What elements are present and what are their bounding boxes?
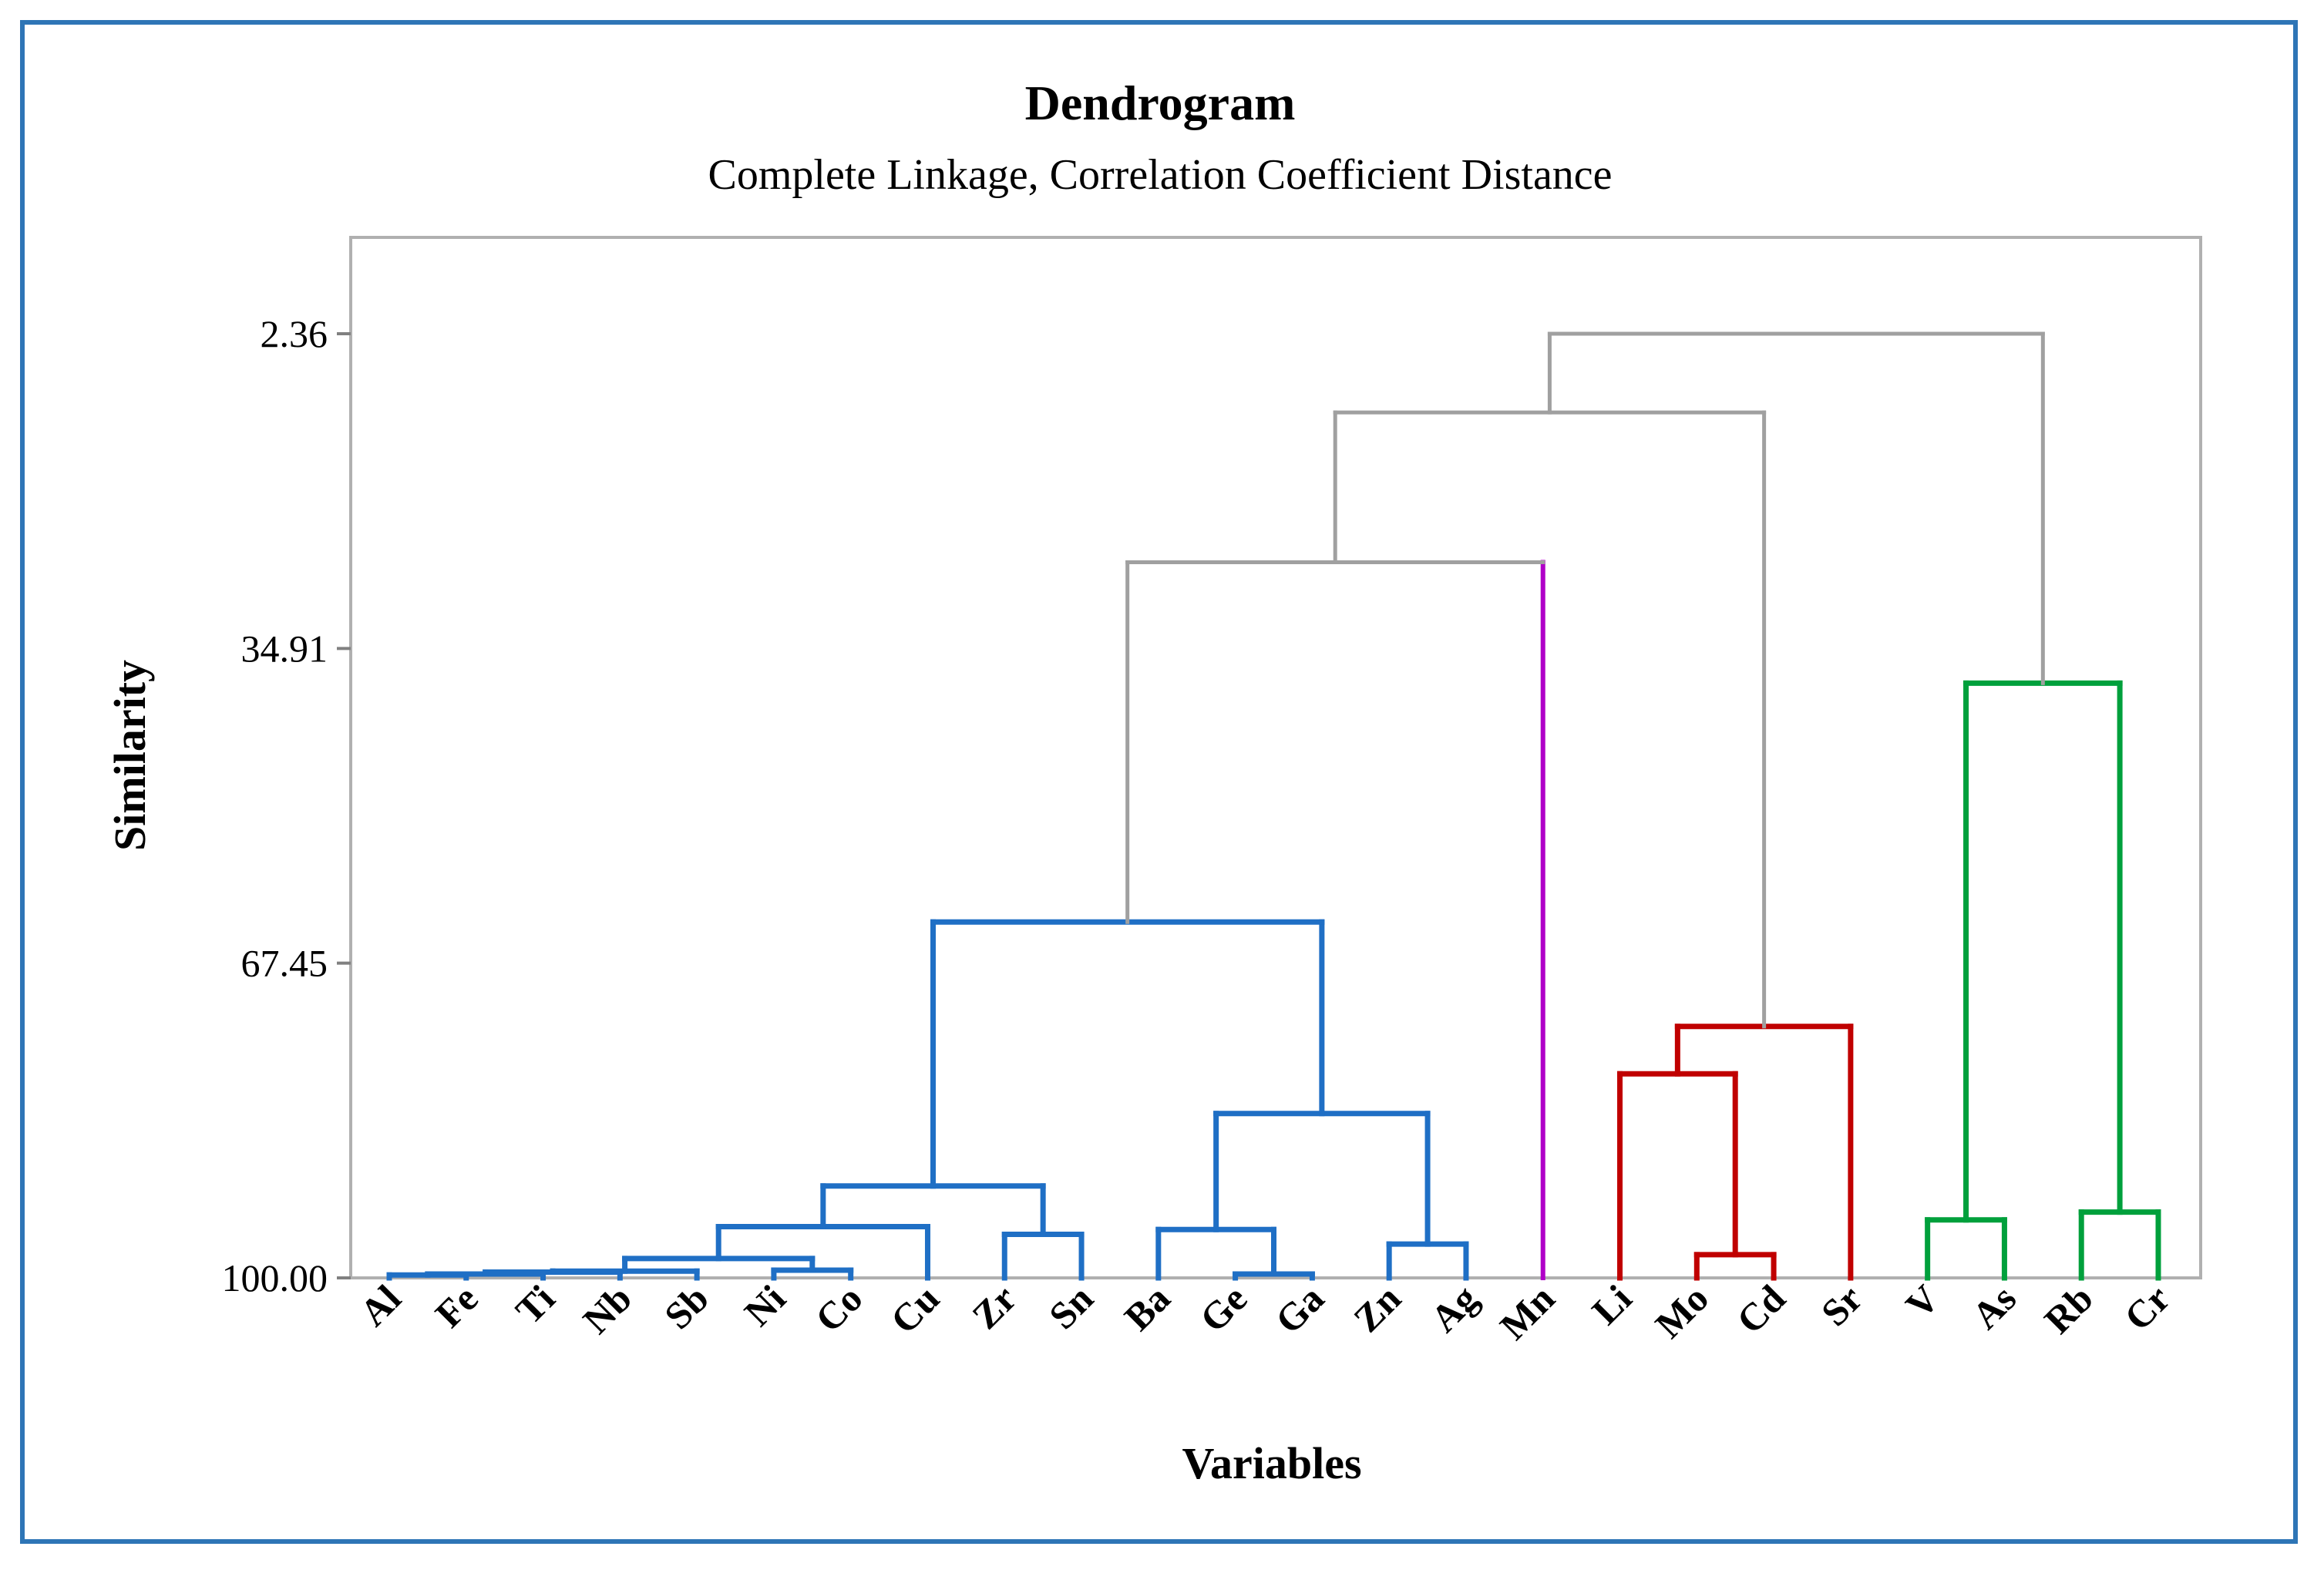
y-axis-title: Similarity xyxy=(105,660,155,851)
chart-title: Dendrogram xyxy=(1025,76,1296,130)
leaf-label: Sn xyxy=(1041,1276,1101,1337)
leaf-label: Zn xyxy=(1345,1276,1409,1340)
leaf-labels: Al Fe Ti Nb Sb Ni Co Cu Zr Sn Ba Ge Ga Zn Ag Mn Li Mo Cd Sr… xyxy=(351,1276,2178,1348)
y-tick-label: 34.91 xyxy=(241,627,328,670)
leaf-label: Cr xyxy=(2116,1276,2178,1339)
leaf-label: Ag xyxy=(1422,1276,1486,1340)
leaf-label: Mo xyxy=(1646,1276,1717,1346)
leaf-label: As xyxy=(1963,1276,2024,1337)
leaf-label: Ni xyxy=(736,1276,794,1334)
y-tick-label: 2.36 xyxy=(261,312,328,355)
leaf-label: Sb xyxy=(656,1276,717,1337)
y-tick-label: 67.45 xyxy=(241,942,328,985)
leaf-label: Fe xyxy=(427,1276,486,1336)
leaf-label: Nb xyxy=(574,1276,640,1342)
y-tick-label: 100.00 xyxy=(222,1256,328,1299)
leaf-label: Ba xyxy=(1116,1276,1179,1339)
y-axis: 2.36 34.91 67.45 100.00 xyxy=(222,312,351,1299)
leaf-label: Al xyxy=(351,1276,409,1334)
chart-subtitle: Complete Linkage, Correlation Coefficien… xyxy=(708,151,1612,199)
dendrogram-links xyxy=(386,331,2161,1281)
x-axis-title: Variables xyxy=(1182,1438,1361,1488)
leaf-label: Sr xyxy=(1813,1276,1871,1334)
chart-frame xyxy=(20,20,2298,1544)
leaf-label: Li xyxy=(1583,1276,1640,1333)
leaf-label: Mn xyxy=(1492,1276,1563,1348)
leaf-label: V xyxy=(1897,1276,1947,1326)
leaf-label: Rb xyxy=(2036,1276,2101,1342)
leaf-label: Co xyxy=(807,1276,871,1340)
leaf-label: Cd xyxy=(1728,1276,1794,1342)
leaf-label: Ga xyxy=(1266,1276,1332,1342)
leaf-label: Ti xyxy=(507,1276,563,1332)
leaf-label: Zr xyxy=(964,1276,1024,1337)
leaf-label: Ge xyxy=(1192,1276,1256,1340)
leaf-label: Cu xyxy=(882,1276,947,1342)
plot-area xyxy=(349,236,2202,1279)
